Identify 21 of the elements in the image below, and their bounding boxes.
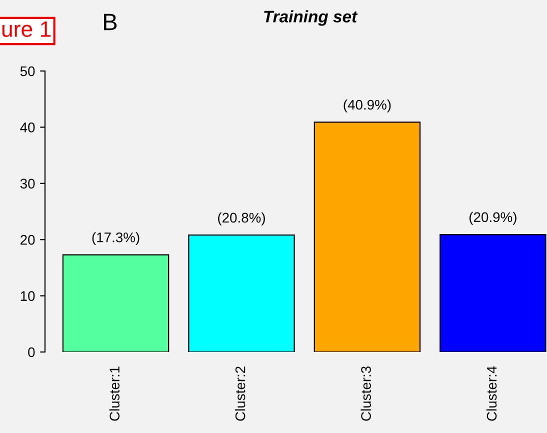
data-label: (20.9%) bbox=[469, 212, 516, 225]
data-label: (20.8%) bbox=[218, 212, 265, 226]
data-label: (17.3%) bbox=[92, 232, 140, 246]
y-tick-label: 30 bbox=[20, 178, 35, 189]
y-tick-label: 40 bbox=[20, 122, 35, 132]
x-tick-label: Cluster:2 bbox=[235, 366, 246, 421]
chart-title: Training set bbox=[264, 10, 358, 26]
y-tick-label: 20 bbox=[20, 234, 35, 245]
x-tick-label: Cluster:1 bbox=[109, 366, 120, 421]
text: B bbox=[104, 14, 117, 30]
bar bbox=[440, 234, 546, 352]
y-tick-label: 0 bbox=[28, 347, 35, 358]
text: ure 1 bbox=[2, 21, 51, 37]
x-tick-label: Cluster:4 bbox=[486, 366, 497, 421]
bar bbox=[314, 122, 421, 352]
y-tick-label: 50 bbox=[20, 66, 35, 76]
data-label: (40.9%) bbox=[344, 99, 391, 112]
y-tick-label: 10 bbox=[20, 291, 35, 301]
bar bbox=[62, 254, 170, 352]
x-tick-label: Cluster:3 bbox=[360, 366, 371, 421]
bar bbox=[188, 234, 295, 352]
